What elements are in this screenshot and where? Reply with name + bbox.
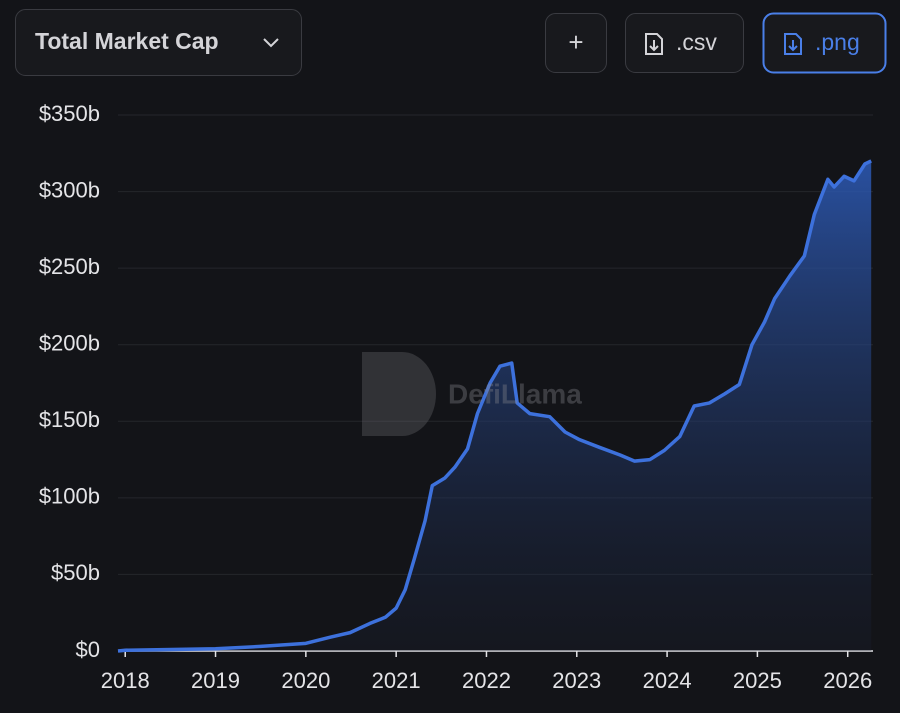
csv-button[interactable]: .csv xyxy=(625,13,744,73)
y-tick-label: $300b xyxy=(39,177,100,202)
x-tick-label: 2018 xyxy=(101,668,150,693)
x-tick-label: 2019 xyxy=(191,668,240,693)
y-tick-label: $50b xyxy=(51,560,100,585)
x-tick-label: 2024 xyxy=(643,668,692,693)
y-tick-label: $0 xyxy=(76,637,100,662)
area-fill xyxy=(118,160,872,651)
y-tick-label: $350b xyxy=(39,101,100,126)
csv-label: .csv xyxy=(676,29,717,55)
add-button[interactable]: + xyxy=(545,13,607,73)
watermark: DefiLlama xyxy=(362,352,582,436)
y-tick-label: $250b xyxy=(39,254,100,279)
x-tick-label: 2023 xyxy=(552,668,601,693)
x-tick-label: 2025 xyxy=(733,668,782,693)
x-tick-label: 2020 xyxy=(281,668,330,693)
dropdown[interactable]: Total Market Cap xyxy=(15,9,302,76)
y-tick-label: $150b xyxy=(39,407,100,432)
png-button[interactable]: .png xyxy=(762,12,887,74)
x-tick-label: 2026 xyxy=(823,668,872,693)
plot: $0 $50b $100b $150b $200b $250b $300b $350b 2018… xyxy=(39,101,873,693)
dropdown-label: Total Market Cap xyxy=(35,28,219,54)
watermark-text: DefiLlama xyxy=(448,378,582,409)
line xyxy=(117,159,872,653)
x-tick-label: 2022 xyxy=(462,668,511,693)
png-label: .png xyxy=(815,29,860,55)
add-label: + xyxy=(568,27,583,57)
y-tick-label: $200b xyxy=(39,331,100,356)
x-tick-label: 2021 xyxy=(372,668,421,693)
y-tick-label: $100b xyxy=(39,484,100,509)
